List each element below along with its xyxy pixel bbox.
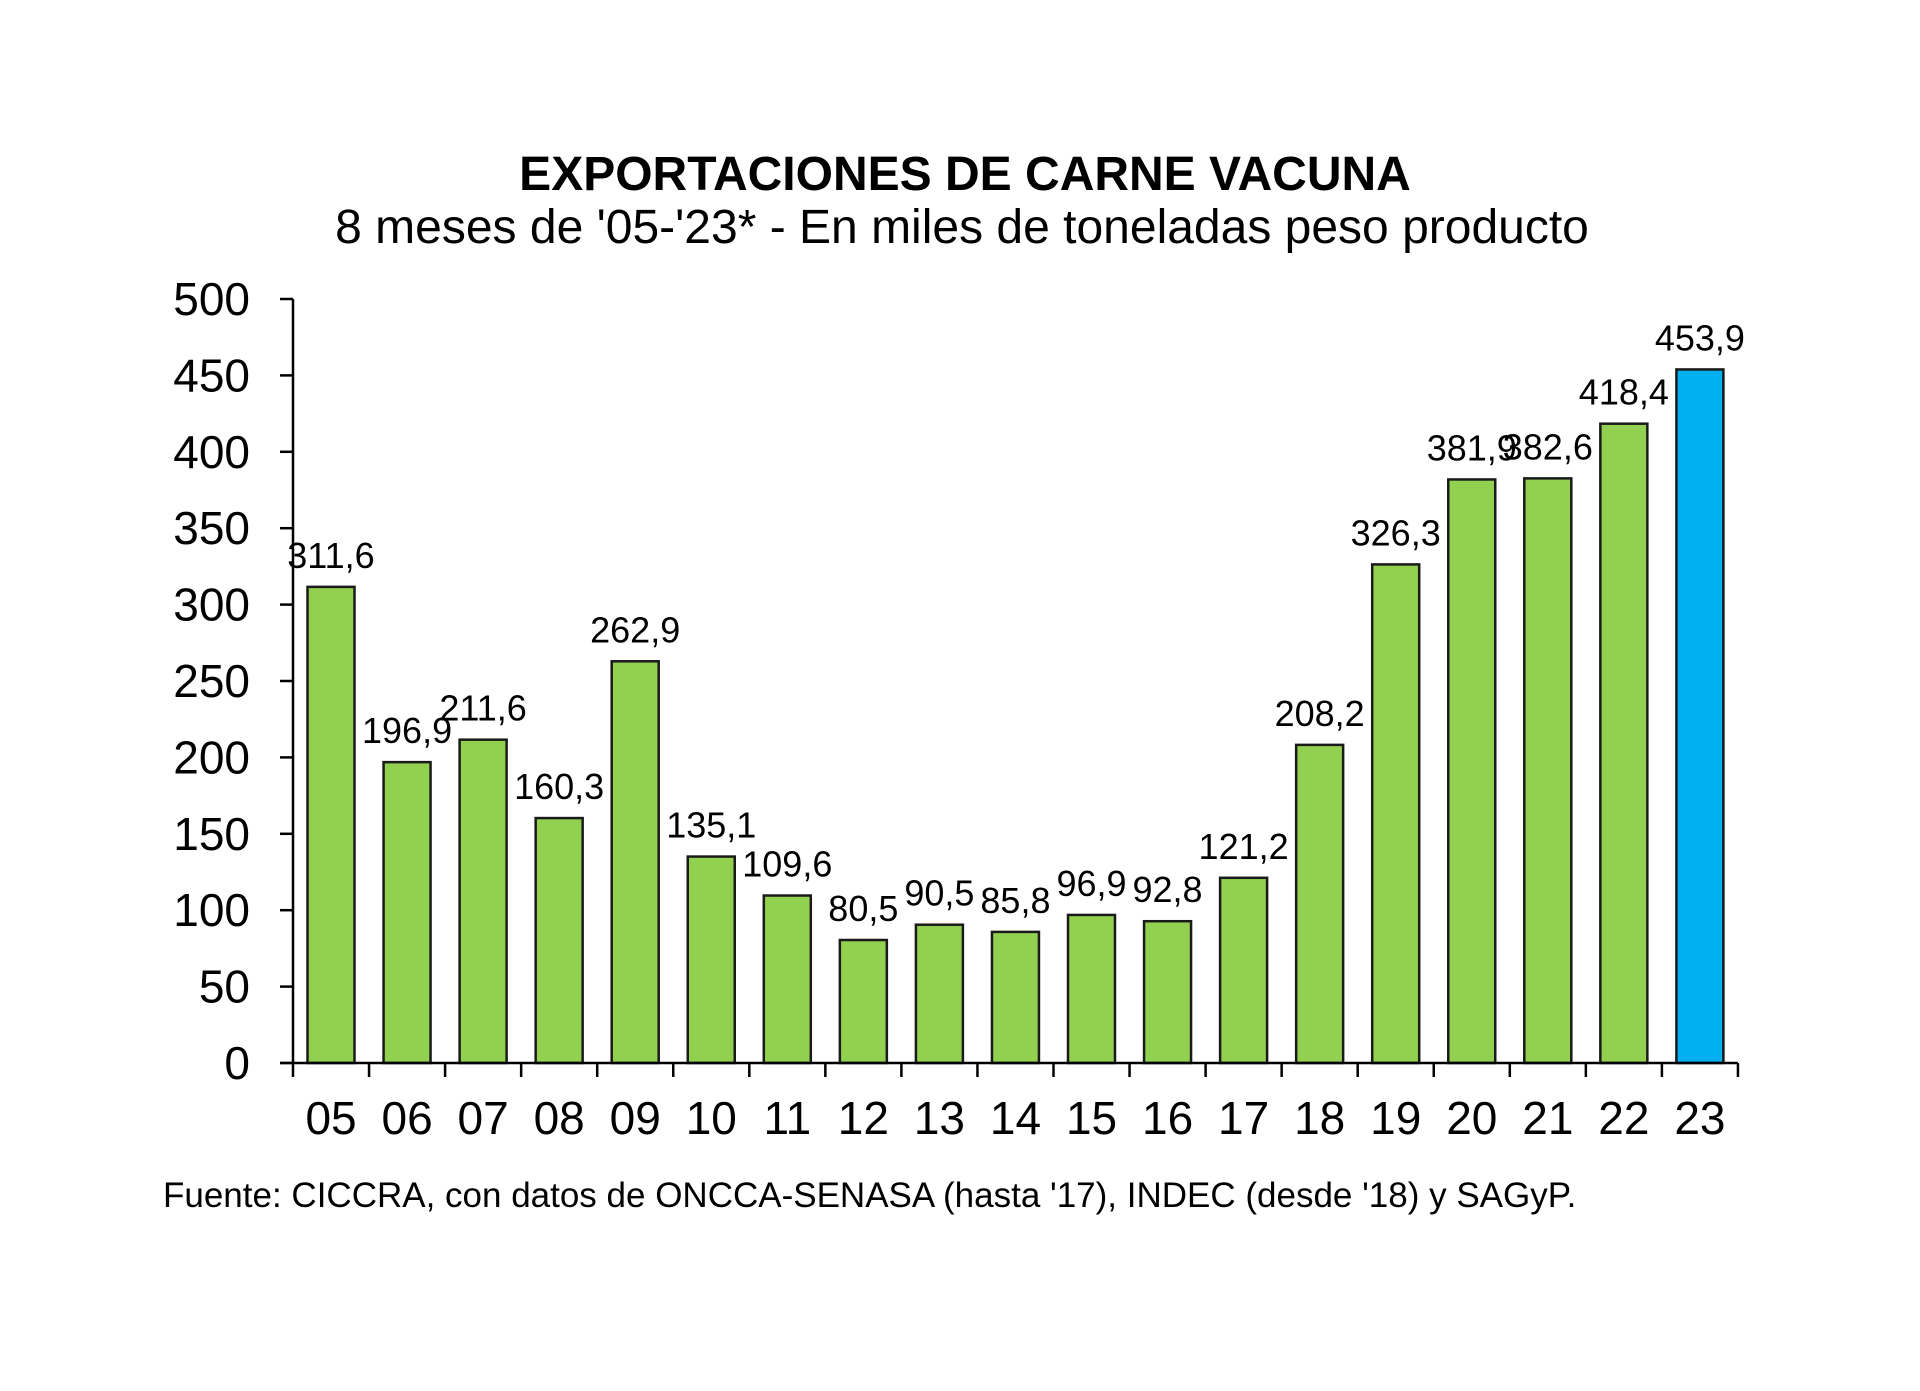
bar-21	[1523, 477, 1573, 1065]
data-label-21: 382,6	[1503, 426, 1593, 467]
bar-11	[762, 894, 813, 1065]
bar-18	[1294, 743, 1345, 1065]
x-tick-label: 10	[686, 1092, 737, 1144]
data-label-background	[663, 804, 760, 855]
data-label-06: 196,9	[362, 710, 452, 751]
data-label-05: 311,6	[287, 535, 374, 576]
bar-08	[534, 816, 584, 1065]
data-label-23: 453,9	[1655, 317, 1745, 358]
y-tick-label: 500	[173, 273, 250, 325]
data-label-07: 211,6	[439, 688, 526, 729]
bar-05	[306, 585, 356, 1065]
source-note: Fuente: CICCRA, con datos de ONCCA-SENAS…	[163, 1176, 1576, 1215]
y-tick-label: 400	[173, 426, 250, 478]
bar-22	[1599, 422, 1649, 1065]
x-tick-label: 14	[990, 1092, 1041, 1144]
bar-06	[382, 760, 432, 1065]
data-label-12: 80,5	[828, 888, 898, 929]
x-tick-label: 21	[1522, 1092, 1573, 1144]
axes-group: 0 50 100 150 200 250 300 350 400 450 500 05 06 07 08 09…	[173, 273, 1740, 1144]
data-label-11: 109,6	[742, 844, 832, 885]
x-tick-label: 12	[838, 1092, 889, 1144]
data-label-15: 96,9	[1056, 863, 1126, 904]
bar-07	[458, 738, 508, 1065]
chart-title: EXPORTACIONES DE CARNE VACUNA	[519, 148, 1411, 201]
data-label-13: 90,5	[904, 873, 974, 914]
bar-12	[838, 938, 889, 1065]
bar-17	[1218, 876, 1269, 1065]
data-label-16: 92,8	[1133, 869, 1203, 910]
y-tick-label: 200	[173, 731, 250, 783]
x-tick-label: 15	[1066, 1092, 1117, 1144]
bar-14	[990, 930, 1041, 1065]
y-tick-label: 50	[199, 961, 250, 1013]
x-tick-label: 06	[381, 1092, 432, 1144]
data-label-17: 121,2	[1199, 826, 1289, 867]
x-tick-label: 13	[914, 1092, 965, 1144]
x-tick-label: 11	[763, 1092, 811, 1144]
y-tick-label: 350	[173, 502, 250, 554]
x-tick-label: 19	[1370, 1092, 1421, 1144]
bar-19	[1370, 563, 1421, 1065]
y-tick-label: 0	[224, 1037, 250, 1089]
y-tick-label: 150	[173, 808, 250, 860]
bar-13	[914, 923, 965, 1065]
x-tick-label: 09	[610, 1092, 661, 1144]
bar-15	[1066, 913, 1117, 1065]
chart-subtitle: 8 meses de '05-'23* - En miles de tonela…	[335, 201, 1589, 254]
bar-23	[1675, 368, 1725, 1065]
x-tick-label: 16	[1142, 1092, 1193, 1144]
data-label-08: 160,3	[514, 766, 604, 807]
x-tick-label: 23	[1674, 1092, 1725, 1144]
y-tick-label: 450	[173, 349, 250, 401]
bar-10	[686, 855, 736, 1065]
data-label-10: 135,1	[666, 805, 756, 846]
bar-20	[1447, 478, 1497, 1065]
x-tick-label: 07	[458, 1092, 509, 1144]
bars-group	[306, 368, 1725, 1065]
data-label-19: 326,3	[1351, 512, 1441, 553]
x-tick-label: 05	[305, 1092, 356, 1144]
data-label-14: 85,8	[980, 880, 1050, 921]
data-label-20: 381,9	[1427, 427, 1517, 468]
y-tick-label: 250	[173, 655, 250, 707]
y-tick-label: 300	[173, 579, 250, 631]
data-label-09: 262,9	[590, 609, 680, 650]
data-label-18: 208,2	[1275, 693, 1365, 734]
bar-16	[1142, 919, 1193, 1065]
x-tick-label: 22	[1598, 1092, 1649, 1144]
x-tick-label: 17	[1218, 1092, 1269, 1144]
x-tick-label: 20	[1446, 1092, 1497, 1144]
x-tick-label: 18	[1294, 1092, 1345, 1144]
data-label-22: 418,4	[1579, 372, 1669, 413]
y-tick-label: 100	[173, 884, 250, 936]
x-tick-label: 08	[534, 1092, 585, 1144]
bar-09	[610, 660, 660, 1065]
